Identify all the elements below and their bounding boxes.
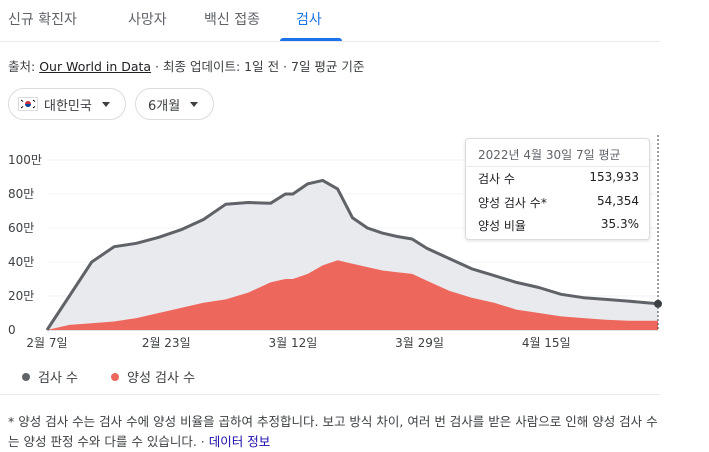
y-tick-label: 80만 [8,187,34,201]
tooltip-row-positive: 양성 검사 수* 54,354 [478,194,639,211]
footnote-text: * 양성 검사 수는 검사 수에 양성 비율을 곱하여 추정합니다. 보고 방식… [8,414,658,449]
tab-new-cases[interactable]: 신규 확진자 [8,12,77,28]
tooltip-value: 153,933 [589,170,639,184]
period-dropdown[interactable]: 6개월 [135,88,214,120]
period-label: 6개월 [148,98,181,114]
x-tick-label: 2월 7일 [26,336,67,350]
tooltip-title: 2022년 4월 30일 7일 평균 [478,148,621,162]
tooltip-value: 54,354 [597,194,639,208]
legend-dot [111,372,119,381]
tooltip-row-rate: 양성 비율 35.3% [478,217,639,234]
footnote: * 양성 검사 수는 검사 수에 양성 비율을 곱하여 추정합니다. 보고 방식… [8,412,658,452]
active-tab-indicator [280,38,342,41]
source-link[interactable]: Our World in Data [39,59,152,74]
hover-point [654,299,662,308]
chevron-down-icon [101,101,110,107]
y-tick-label: 100만 [8,153,42,167]
x-tick-label: 3월 12일 [268,336,317,350]
tooltip-label: 양성 비율 [478,219,526,233]
source-line: 출처: Our World in Data · 최종 업데이트: 1일 전 · … [8,56,364,75]
tests-area [47,180,658,330]
y-tick-label: 20만 [8,289,34,303]
chart-legend: 검사 수 양성 검사 수 [0,366,660,395]
x-tick-label: 3월 29일 [395,336,444,350]
tooltip-value: 35.3% [600,217,639,231]
tab-vaccinations[interactable]: 백신 접종 [204,12,260,28]
legend-item-tests[interactable]: 검사 수 [22,367,78,386]
x-tick-label: 4월 15일 [522,336,571,350]
korea-flag-icon [18,97,38,111]
y-tick-label: 60만 [8,221,34,235]
chart-tooltip: 2022년 4월 30일 7일 평균 검사 수 153,933 양성 검사 수*… [465,138,650,240]
source-suffix: · 최종 업데이트: 1일 전 · 7일 평균 기준 [151,59,365,74]
tooltip-label: 양성 검사 수* [478,196,547,210]
tab-deaths[interactable]: 사망자 [128,12,167,28]
x-tick-label: 2월 23일 [142,336,191,350]
tab-bar: 신규 확진자 사망자 백신 접종 검사 [0,0,660,42]
tooltip-label: 검사 수 [478,172,515,186]
country-dropdown[interactable]: 대한민국 [8,88,126,120]
legend-label: 검사 수 [38,371,79,386]
data-info-link[interactable]: 데이터 정보 [208,434,271,449]
legend-label: 양성 검사 수 [127,371,196,386]
chevron-down-icon [190,101,199,107]
tooltip-divider [466,166,649,167]
tab-tests[interactable]: 검사 [296,12,322,28]
source-prefix: 출처: [8,59,40,74]
tests-line [45,178,659,331]
tests-chart[interactable]: 0 20만 40만 60만 80만 100만 2월 7일 2월 23일 3월 12일 3월 29… [0,125,709,360]
country-label: 대한민국 [44,98,92,114]
legend-item-positive[interactable]: 양성 검사 수 [111,367,195,386]
positive-tests-area [47,260,658,330]
tooltip-row-tests: 검사 수 153,933 [478,170,639,187]
legend-dot [22,372,30,381]
y-tick-label: 0 [8,323,16,337]
y-tick-label: 40만 [8,255,34,269]
